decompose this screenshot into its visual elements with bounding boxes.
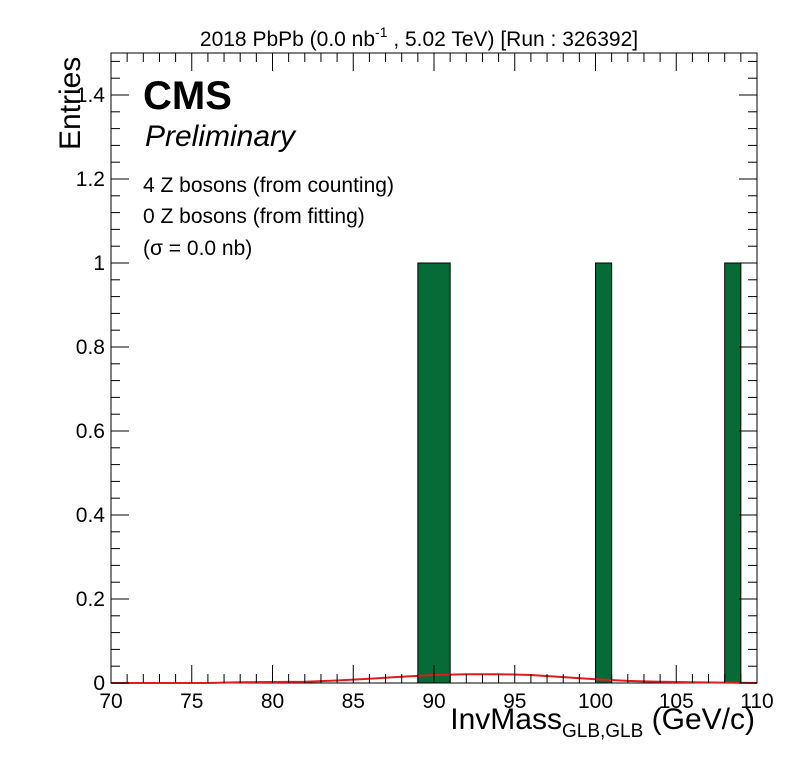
x-tick-label: 70	[99, 690, 122, 713]
x-tick-label: 80	[261, 690, 284, 713]
y-tick-label: 1.2	[76, 168, 105, 191]
cms-label: CMS	[143, 74, 232, 118]
x-tick-label: 110	[740, 690, 773, 713]
y-axis-label: Entries	[54, 57, 87, 150]
x-tick-label: 85	[342, 690, 365, 713]
y-tick-label: 1	[93, 252, 105, 275]
x-tick-label: 90	[422, 690, 445, 713]
y-tick-label: 0.8	[76, 336, 105, 359]
counting-text: 4 Z bosons (from counting)	[143, 174, 394, 197]
sigma-text: (σ = 0.0 nb)	[143, 237, 252, 260]
y-tick-label: 0.2	[76, 588, 105, 611]
x-axis-label: InvMassGLB,GLB (GeV/c)	[450, 703, 755, 742]
ticks-layer: 70 75 80 85 90 95 100 105 110 0 0.2 0.4 0.6 0.8 1 1.2 1.…	[76, 53, 774, 713]
histogram-bar	[417, 262, 451, 684]
y-tick-label: 1.4	[76, 84, 106, 107]
x-tick-label: 100	[578, 690, 613, 713]
title-superscript: -1	[375, 24, 388, 40]
y-tick-label: 0.4	[76, 504, 106, 527]
fitting-text: 0 Z bosons (from fitting)	[143, 205, 365, 228]
preliminary-label: Preliminary	[145, 120, 297, 153]
x-axis-subscript: GLB,GLB	[562, 721, 643, 742]
x-tick-label: 105	[659, 690, 694, 713]
bars-layer	[417, 262, 742, 684]
y-tick-label: 0	[93, 672, 105, 695]
y-tick-label: 0.6	[76, 420, 105, 443]
histogram-bar	[724, 262, 742, 684]
x-tick-label: 95	[503, 690, 526, 713]
chart-title: 2018 PbPb (0.0 nb-1 , 5.02 TeV) [Run : 3…	[200, 24, 638, 51]
x-tick-label: 75	[180, 690, 203, 713]
histogram-bar	[595, 262, 613, 684]
